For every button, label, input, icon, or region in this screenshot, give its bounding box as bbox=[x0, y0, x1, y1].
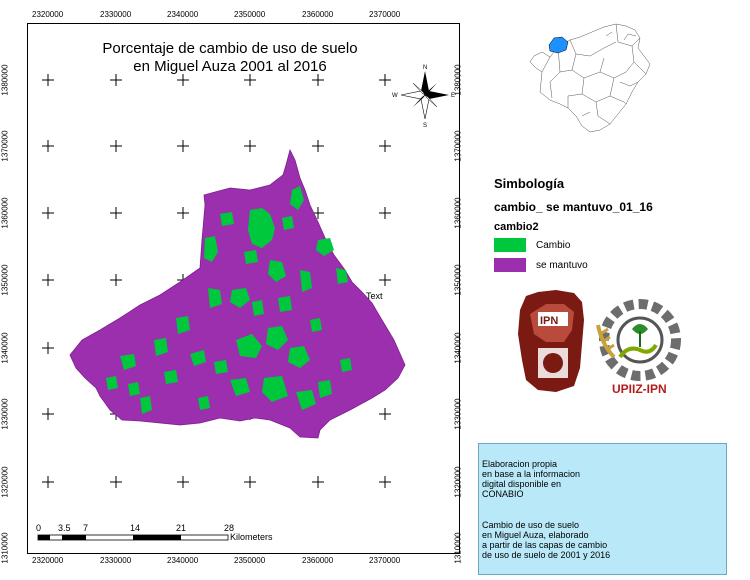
compass-w-label: W bbox=[392, 93, 398, 99]
x-tick-label-top: 2350000 bbox=[234, 10, 266, 19]
ipn-logo-text: IPN bbox=[540, 315, 558, 327]
x-tick-label-top: 2320000 bbox=[32, 10, 64, 19]
x-tick-label-bottom: 2370000 bbox=[369, 556, 401, 565]
x-tick-label-top: 2340000 bbox=[167, 10, 199, 19]
text-annotation: Text bbox=[366, 291, 383, 301]
scale-tick-label: 7 bbox=[83, 523, 89, 533]
scale-bar bbox=[37, 534, 229, 541]
map-title-line1: Porcentaje de cambio de uso de suelo bbox=[102, 40, 358, 57]
north-arrow-icon: N S E W bbox=[392, 65, 455, 129]
x-tick-label-bottom: 2360000 bbox=[302, 556, 334, 565]
inset-map bbox=[529, 23, 651, 133]
legend-swatch-se-mantuvo bbox=[494, 258, 526, 272]
legend-item-cambio: Cambio bbox=[494, 238, 570, 252]
ipn-logo: IPN bbox=[518, 290, 584, 392]
x-tick-label-top: 2360000 bbox=[302, 10, 334, 19]
legend-title: Simbología bbox=[494, 176, 565, 191]
compass-e-label: E bbox=[451, 93, 455, 99]
map-title: Porcentaje de cambio de uso de suelo en … bbox=[60, 40, 400, 76]
scale-tick-label: 21 bbox=[176, 523, 187, 533]
legend-layer-name: cambio_ se mantuvo_01_16 bbox=[494, 200, 653, 214]
upiiz-logo: UPIIZ-IPN bbox=[596, 299, 681, 396]
map-title-line2: en Miguel Auza 2001 al 2016 bbox=[133, 58, 327, 75]
legend-item-se-mantuvo: se mantuvo bbox=[494, 258, 588, 272]
compass-n-label: N bbox=[423, 65, 427, 71]
inset-highlight bbox=[548, 36, 569, 54]
legend-label-se-mantuvo: se mantuvo bbox=[536, 259, 588, 271]
x-tick-label-bottom: 2350000 bbox=[234, 556, 266, 565]
legend-field-name: cambio2 bbox=[494, 221, 539, 233]
info-box: Elaboracion propia en base a la informac… bbox=[478, 443, 727, 575]
scale-tick-label: 3.5 bbox=[58, 523, 71, 533]
scale-tick-label: 28 bbox=[224, 523, 235, 533]
legend-label-cambio: Cambio bbox=[536, 239, 571, 251]
x-tick-label-top: 2330000 bbox=[100, 10, 132, 19]
change-patches bbox=[106, 186, 352, 414]
info-source-text: Elaboracion propia en base a la informac… bbox=[482, 459, 581, 499]
scale-tick-label: 0 bbox=[36, 523, 42, 533]
x-tick-label-bottom: 2340000 bbox=[167, 556, 199, 565]
legend-swatch-cambio bbox=[494, 238, 526, 252]
upiiz-logo-text: UPIIZ-IPN bbox=[612, 382, 667, 396]
compass-s-label: S bbox=[423, 123, 427, 129]
scale-tick-label: 14 bbox=[130, 523, 141, 533]
scale-unit: Kilometers bbox=[230, 532, 273, 542]
info-description-text: Cambio de uso de suelo en Miguel Auza, e… bbox=[482, 520, 611, 560]
x-tick-label-bottom: 2320000 bbox=[32, 556, 64, 565]
x-tick-label-bottom: 2330000 bbox=[100, 556, 132, 565]
x-tick-label-top: 2370000 bbox=[369, 10, 401, 19]
